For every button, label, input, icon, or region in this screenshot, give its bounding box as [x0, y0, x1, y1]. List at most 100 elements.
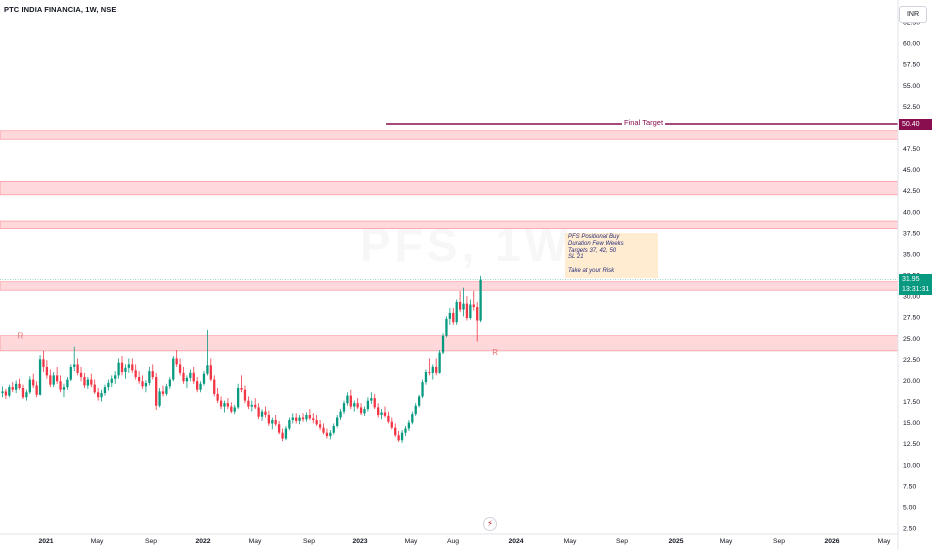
time-axis[interactable]: 2021 May Sep 2022 May Sep 2023 May Aug 2024 May Sep…	[0, 533, 898, 545]
time-tick-label: 2024	[508, 538, 523, 545]
note-line: Duration Few Weeks	[568, 240, 624, 247]
candle-body	[452, 312, 455, 323]
candle-body	[1, 391, 4, 394]
candle-body	[192, 372, 195, 382]
candle-body	[155, 377, 158, 406]
time-tick-label: 2026	[824, 538, 839, 545]
candle-body	[69, 366, 72, 380]
candle-body	[93, 384, 96, 393]
symbol-watermark: PFS, 1W	[360, 219, 573, 271]
candle-body	[267, 414, 271, 424]
candle-body	[363, 409, 366, 414]
candle-body	[240, 388, 243, 390]
resistance-zone	[0, 281, 899, 291]
candle-body	[243, 389, 247, 401]
candle-body	[117, 362, 120, 376]
candle-body	[114, 375, 117, 379]
candle-body	[387, 415, 390, 422]
candle-body	[131, 364, 134, 371]
candle-body	[59, 381, 62, 390]
candle-body	[332, 425, 335, 433]
price-tick-label: 57.50	[903, 62, 920, 69]
candle-body	[359, 407, 363, 414]
trade-note[interactable]: PFS Positional Buy Duration Few Weeks Ta…	[565, 233, 658, 278]
lightning-icon[interactable]: ⚡	[483, 517, 497, 531]
candle-body	[277, 424, 281, 433]
symbol-title[interactable]: PTC INDIA FINANCIA, 1W, NSE	[4, 5, 117, 14]
candle-body	[472, 304, 475, 308]
candle-body	[124, 367, 127, 372]
candle-body	[62, 387, 66, 390]
time-tick-label: Sep	[773, 538, 785, 545]
price-axis[interactable]: 62.5060.0057.5055.0052.5050.0047.5045.00…	[897, 0, 920, 550]
candle-body	[284, 428, 288, 439]
candle-body	[178, 364, 182, 373]
candle-body	[168, 379, 171, 387]
candle-body	[230, 406, 233, 412]
candle-body	[455, 301, 458, 323]
candle-body	[247, 400, 250, 407]
candle-body	[233, 407, 236, 412]
candle-body	[32, 379, 35, 386]
candle-body	[202, 373, 206, 384]
candle-body	[356, 403, 359, 408]
candle-body	[397, 435, 400, 441]
candle-body	[295, 417, 298, 421]
candle-body	[390, 421, 393, 428]
candle-body	[441, 335, 445, 353]
candle-body	[11, 387, 14, 390]
time-tick-label: May	[564, 538, 577, 545]
candle-body	[206, 365, 209, 374]
candle-body	[373, 398, 376, 408]
candle-body	[96, 392, 100, 398]
candle-body	[151, 371, 154, 378]
price-tick-label: 12.50	[903, 441, 920, 448]
resistance-zone	[0, 130, 899, 140]
candle-body	[448, 312, 452, 319]
candle-body	[66, 379, 69, 388]
candle-body	[185, 377, 189, 382]
price-tick-label: 15.00	[903, 420, 920, 427]
candle-body	[90, 379, 93, 385]
candle-body	[42, 359, 45, 367]
time-tick-label: May	[249, 538, 262, 545]
candle-body	[315, 420, 318, 425]
candle-body	[312, 418, 315, 421]
candle-body	[144, 382, 148, 387]
candle-body	[414, 405, 417, 415]
resistance-zone	[0, 181, 899, 196]
candle-body	[479, 279, 482, 321]
candle-body	[428, 371, 431, 373]
candle-body	[417, 396, 421, 406]
candle-body	[322, 427, 325, 433]
candle-body	[462, 303, 465, 310]
candle-body	[15, 383, 18, 390]
time-tick-label: May	[91, 538, 104, 545]
price-tick-label: 42.50	[903, 188, 920, 195]
price-tick-label: 55.00	[903, 83, 920, 90]
candle-body	[476, 307, 479, 321]
candle-body	[86, 379, 90, 386]
candle-body	[301, 417, 305, 420]
time-tick-label: Sep	[303, 538, 315, 545]
candle-body	[38, 359, 42, 395]
candle-body	[182, 372, 185, 382]
price-tick-label: 35.00	[903, 251, 920, 258]
candle-body	[189, 372, 192, 378]
candle-body	[76, 364, 79, 373]
candle-body	[18, 383, 21, 389]
price-tick-label: 30.00	[903, 294, 920, 301]
candle-body	[435, 366, 438, 373]
note-line	[565, 261, 658, 268]
price-tick-label: 25.00	[903, 336, 920, 343]
candle-body	[445, 318, 448, 336]
chart-annotation-label: R	[18, 331, 24, 340]
currency-selector[interactable]: INR	[899, 6, 927, 23]
candle-body	[380, 412, 383, 415]
price-tick-label: 20.00	[903, 378, 920, 385]
candle-body	[366, 400, 370, 410]
price-tick-label: 47.50	[903, 146, 920, 153]
candle-body	[158, 391, 161, 406]
candlestick-series	[1, 275, 482, 443]
